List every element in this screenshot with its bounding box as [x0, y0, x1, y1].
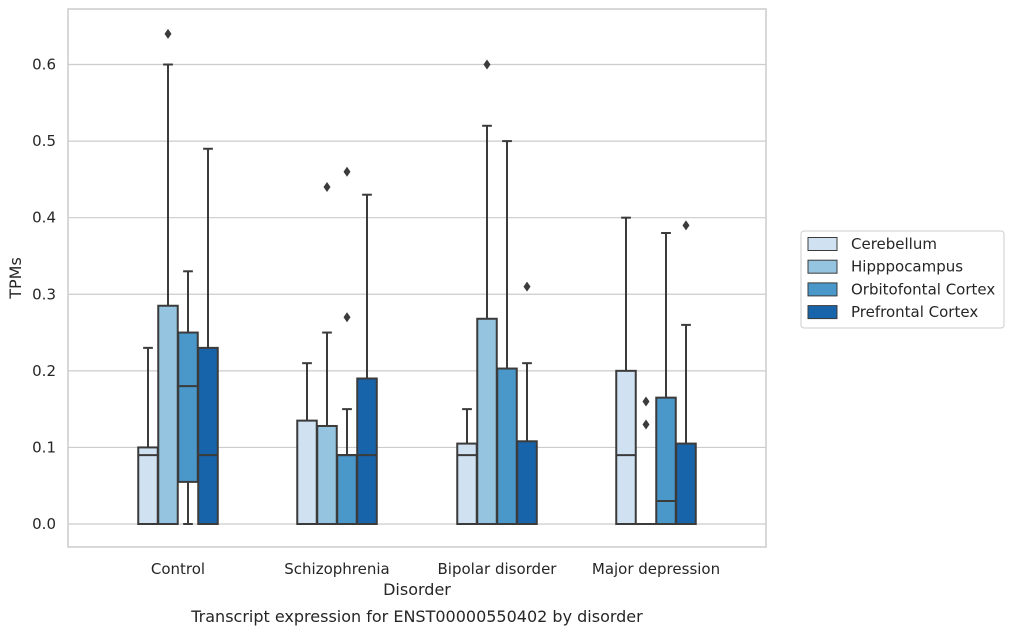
outlier-point: [323, 182, 331, 193]
y-tick-label: 0.0: [32, 515, 56, 533]
legend-swatch: [807, 237, 838, 251]
outlier-point: [642, 419, 650, 430]
legend-swatch: [807, 305, 838, 320]
legend-label: Cerebellum: [851, 235, 937, 253]
legend-label: Hipppocampus: [851, 258, 963, 276]
x-axis-title: Disorder: [383, 580, 451, 599]
box-group: [356, 193, 378, 525]
x-tick-label: Bipolar disorder: [438, 560, 558, 578]
box-group: [675, 220, 697, 525]
y-axis-title: TPMs: [6, 257, 25, 300]
x-tick-labels: Control Schizophrenia Bipolar disorder Majo…: [151, 560, 720, 578]
y-tick-label: 0.6: [32, 56, 56, 74]
box: [476, 317, 498, 525]
box: [296, 419, 318, 526]
chart-caption: Transcript expression for ENST0000055040…: [190, 607, 643, 626]
box-group: [636, 396, 656, 525]
box-group: [177, 270, 199, 525]
legend-frame: [800, 230, 1005, 329]
box: [496, 367, 518, 525]
box-group: [456, 408, 478, 525]
y-tick-label: 0.2: [32, 362, 56, 380]
box-group: [496, 140, 518, 525]
outlier-point: [483, 59, 491, 70]
box: [336, 454, 358, 525]
box-group: [137, 346, 159, 526]
outlier-point: [164, 28, 172, 39]
box: [516, 440, 538, 526]
y-tick-labels: 0.0 0.1 0.2 0.3 0.4 0.5 0.6: [32, 56, 56, 533]
outlier-point: [343, 312, 351, 323]
box: [316, 424, 338, 525]
box-group: [157, 28, 179, 526]
box-group: [197, 147, 219, 525]
box-group: [336, 166, 358, 525]
box-group: [316, 182, 338, 525]
outlier-point: [642, 396, 650, 407]
box: [137, 446, 159, 526]
box-group: [516, 281, 538, 526]
box: [356, 377, 378, 525]
box-group: [296, 362, 318, 526]
legend-swatch: [807, 259, 838, 274]
box: [655, 396, 677, 526]
legend: Cerebellum Hipppocampus Orbitofontal Corte…: [800, 230, 1005, 329]
x-tick-label: Schizophrenia: [284, 560, 389, 578]
y-tick-label: 0.3: [32, 285, 56, 303]
box: [675, 442, 697, 525]
box-group: [476, 59, 498, 525]
legend-label: Orbitofontal Cortex: [851, 280, 995, 298]
y-tick-label: 0.4: [32, 209, 56, 227]
box: [177, 331, 199, 483]
box-group: [655, 231, 677, 526]
box: [197, 346, 219, 525]
box: [615, 369, 637, 525]
y-tick-label: 0.5: [32, 132, 56, 150]
outlier-point: [343, 166, 351, 177]
legend-swatch: [807, 282, 838, 297]
plot-area-frame: [67, 8, 767, 548]
outlier-point: [682, 220, 690, 231]
y-tick-label: 0.1: [32, 438, 56, 456]
boxes: [137, 28, 697, 526]
legend-label: Prefrontal Cortex: [851, 303, 978, 321]
box-group: [615, 216, 637, 525]
x-tick-label: Major depression: [592, 560, 720, 578]
legend-items: Cerebellum Hipppocampus Orbitofontal Corte…: [807, 235, 995, 321]
x-tick-label: Control: [151, 560, 205, 578]
box: [157, 304, 179, 526]
outlier-point: [523, 281, 531, 292]
